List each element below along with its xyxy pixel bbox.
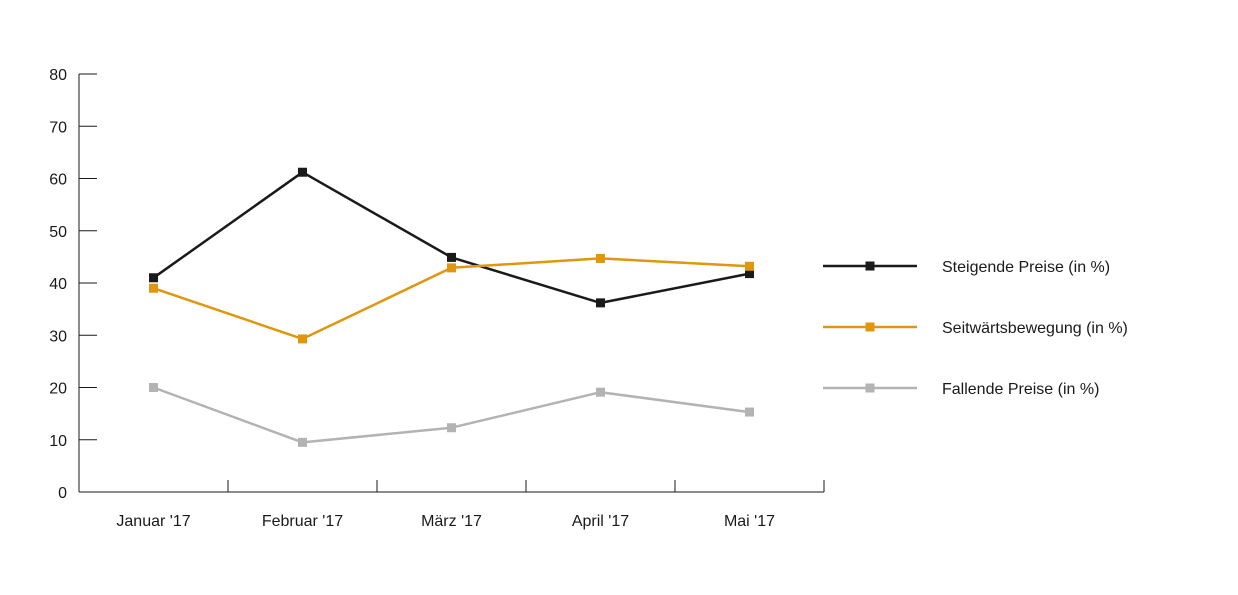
data-point-marker [745,261,754,271]
data-point-marker [298,437,307,447]
data-point-marker [447,423,456,433]
data-point-marker [745,407,754,417]
data-point-marker [745,269,754,279]
data-point-marker [596,298,605,308]
y-tick-label: 70 [49,119,67,136]
y-tick-label: 30 [49,328,67,345]
y-tick-label: 10 [49,433,67,450]
legend-label: Fallende Preise (in %) [942,381,1099,398]
x-tick-label: April '17 [572,513,629,530]
legend-swatch-marker [865,261,875,271]
y-tick-label: 20 [49,381,67,398]
legend-swatch-marker [865,383,875,393]
data-point-marker [596,253,605,263]
x-tick-label: Mai '17 [724,513,775,530]
legend-swatch-marker [865,322,875,332]
data-point-marker [298,334,307,344]
x-tick-label: Januar '17 [116,513,190,530]
data-point-marker [149,283,158,293]
x-tick-label: Februar '17 [262,513,343,530]
data-point-marker [596,387,605,397]
data-point-marker [149,383,158,392]
axes: 0 10 20 30 40 50 60 70 80 Januar '17 Februar '17 Mä… [49,67,825,530]
y-tick-label: 40 [49,276,67,293]
data-point-marker [149,273,158,283]
legend: Steigende Preise (in %) Seitwärtsbewegung… [823,259,1128,398]
y-tick-label: 0 [58,485,67,502]
y-tick-label: 60 [49,172,67,189]
data-point-marker [298,167,307,177]
legend-label: Seitwärtsbewegung (in %) [942,320,1128,337]
series-line-3 [153,386,750,444]
y-tick-label: 80 [49,67,67,84]
data-point-marker [447,263,456,273]
y-tick-label: 50 [49,224,67,241]
x-tick-label: März '17 [421,513,482,530]
data-point-marker [447,252,456,262]
legend-label: Steigende Preise (in %) [942,259,1110,276]
series-layer [149,167,754,447]
series-line-1 [152,170,750,305]
